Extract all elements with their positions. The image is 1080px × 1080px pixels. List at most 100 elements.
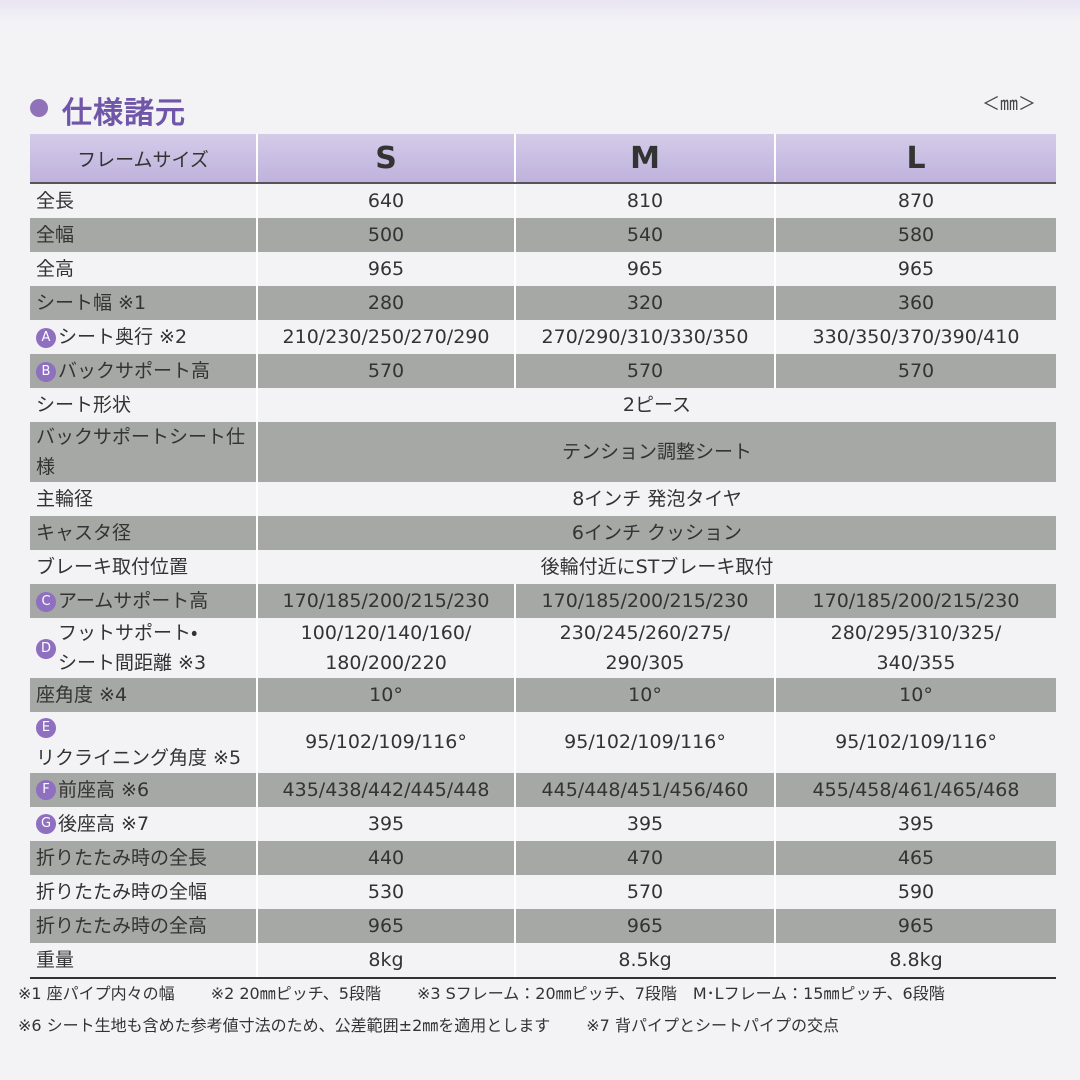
header-row: フレームサイズ S M L — [30, 134, 1056, 184]
cell-value: 810 — [514, 183, 775, 218]
cell-value: 95/102/109/116° — [774, 712, 1056, 773]
cell-value: 170/185/200/215/230 — [774, 584, 1056, 618]
cell-value: 590 — [774, 874, 1056, 909]
footnote: ※3 Sフレーム：20㎜ピッチ、7段階 M･Lフレーム：15㎜ピッチ、6段階 — [416, 984, 945, 1003]
cell-value: テンション調整シート — [256, 422, 1056, 482]
cell-value: 440 — [256, 840, 515, 875]
cell-value: 530 — [256, 874, 515, 909]
cell-value: 170/185/200/215/230 — [256, 584, 515, 618]
cell-value: 230/245/260/275/ 290/305 — [514, 618, 775, 678]
cell-value: 570 — [514, 354, 775, 388]
row-label-cell: F 前座高 ※6 — [30, 772, 257, 807]
title-row: 仕様諸元 ＜㎜＞ — [28, 86, 1040, 131]
cell-value: 270/290/310/330/350 — [514, 320, 775, 354]
row-label-cell: バックサポートシート仕様 — [30, 422, 257, 482]
table-row: シート形状 2ピース — [30, 388, 1056, 422]
cell-value: 2ピース — [256, 388, 1056, 422]
footnote: ※2 20㎜ピッチ、5段階 — [210, 984, 381, 1003]
cell-value: 455/458/461/465/468 — [774, 772, 1056, 807]
table-row: 全幅 500 540 580 — [30, 218, 1056, 252]
cell-value: 95/102/109/116° — [514, 712, 775, 773]
cell-value: 500 — [256, 218, 515, 252]
table-row: Dフットサポート・ シート間距離 ※3 100/120/140/160/ 180/… — [30, 618, 1056, 678]
cell-value: 330/350/370/390/410 — [774, 320, 1056, 354]
row-label-cell: 全長 — [30, 183, 257, 218]
table-row: 主輪径 8インチ 発泡タイヤ — [30, 482, 1056, 516]
row-label-cell: 折りたたみ時の全幅 — [30, 875, 257, 909]
row-label-cell: 座角度 ※4 — [30, 678, 257, 712]
row-label: 全幅 — [36, 224, 75, 247]
cell-value: 8.8kg — [774, 942, 1056, 979]
row-label-cell: キャスタ径 — [30, 516, 257, 550]
cell-value: 580 — [774, 218, 1056, 252]
table-body: 全長 640 810 870 全幅 500 540 580 全高 965 965 965 シート幅 ※1… — [30, 183, 1056, 979]
footnote-line: ※1 座パイプ内々の幅 ※2 20㎜ピッチ、5段階 ※3 Sフレーム：20㎜ピッチ、… — [18, 980, 1080, 1012]
row-label-cell: E リクライニング角度 ※5 — [30, 712, 257, 773]
cell-value: 570 — [514, 874, 775, 909]
row-marker: C — [36, 591, 56, 612]
cell-value: 10° — [514, 678, 775, 712]
row-label: 折りたたみ時の全高 — [36, 914, 208, 937]
row-marker: G — [36, 814, 56, 835]
cell-value: 640 — [256, 183, 515, 218]
cell-value: 965 — [774, 252, 1056, 286]
cell-value: 320 — [514, 286, 775, 320]
row-label: シート幅 ※1 — [36, 292, 147, 315]
cell-value: 後輪付近にSTブレーキ取付 — [256, 550, 1056, 584]
row-label-cell: C アームサポート高 — [30, 584, 257, 618]
footnote-line: ※6 シート生地も含めた参考値寸法のため、公差範囲±2㎜を適用とします ※7 背パ… — [18, 1012, 1080, 1044]
row-label: 折りたたみ時の全幅 — [36, 880, 208, 903]
cell-value: 395 — [774, 806, 1056, 841]
row-label: キャスタ径 — [36, 522, 132, 545]
row-label: 前座高 ※6 — [58, 778, 150, 801]
row-label: 全高 — [36, 258, 75, 281]
table-row: C アームサポート高 170/185/200/215/230 170/185/200/… — [30, 584, 1056, 618]
cell-value: 95/102/109/116° — [256, 712, 515, 773]
title-bullet — [30, 99, 48, 117]
column-header: S — [256, 134, 515, 184]
cell-value: 965 — [514, 252, 775, 286]
column-header: M — [514, 134, 775, 184]
table-row: バックサポートシート仕様 テンション調整シート — [30, 422, 1056, 482]
row-label-cell: 全幅 — [30, 218, 257, 252]
row-label-cell: 主輪径 — [30, 482, 257, 516]
cell-value: 465 — [774, 840, 1056, 875]
cell-value: 8インチ 発泡タイヤ — [256, 482, 1056, 516]
row-label-cell: Dフットサポート・ シート間距離 ※3 — [30, 618, 257, 678]
cell-value: 570 — [256, 354, 515, 388]
row-label-cell: シート形状 — [30, 388, 257, 422]
cell-value: 6インチ クッション — [256, 516, 1056, 550]
row-marker: E — [36, 718, 56, 738]
footnote: ※7 背パイプとシートパイプの交点 — [586, 1016, 839, 1035]
cell-value: 965 — [514, 908, 775, 943]
title: 仕様諸元 — [62, 96, 186, 131]
cell-value: 10° — [256, 678, 515, 712]
footnote: ※1 座パイプ内々の幅 — [18, 984, 175, 1003]
row-label-cell: G 後座高 ※7 — [30, 807, 257, 841]
row-label-cell: シート幅 ※1 — [30, 286, 257, 320]
column-header: フレームサイズ — [30, 134, 257, 184]
row-label: 座角度 ※4 — [36, 684, 128, 707]
row-label-cell: 折りたたみ時の全長 — [30, 840, 257, 875]
cell-value: 10° — [774, 678, 1056, 712]
table-row: Eリクライニング角度 ※5 95/102/109/116° 95/102/109/1… — [30, 712, 1056, 773]
row-marker: B — [36, 361, 56, 382]
table-row: 全高 965 965 965 — [30, 252, 1056, 286]
row-label-cell: 全高 — [30, 252, 257, 286]
table-row: A シート奥行 ※2 210/230/250/270/290 270/290/310/… — [30, 320, 1056, 354]
row-label: 重量 — [36, 948, 75, 971]
row-label: 折りたたみ時の全長 — [36, 846, 208, 869]
row-label-cell: 重量 — [30, 942, 257, 979]
footnotes: ※1 座パイプ内々の幅 ※2 20㎜ピッチ、5段階 ※3 Sフレーム：20㎜ピッチ、… — [18, 980, 1080, 1044]
cell-value: 100/120/140/160/ 180/200/220 — [256, 618, 515, 678]
cell-value: 360 — [774, 286, 1056, 320]
table-row: 全長 640 810 870 — [30, 183, 1056, 218]
row-label: シート奥行 ※2 — [58, 326, 188, 349]
table-row: シート幅 ※1 280 320 360 — [30, 286, 1056, 320]
row-label: アームサポート高 — [58, 590, 209, 613]
row-label: バックサポート高 — [58, 360, 211, 383]
row-marker: A — [36, 327, 56, 348]
row-label: バックサポートシート仕様 — [36, 426, 246, 478]
table-row: 折りたたみ時の全幅 530 570 590 — [30, 874, 1056, 909]
